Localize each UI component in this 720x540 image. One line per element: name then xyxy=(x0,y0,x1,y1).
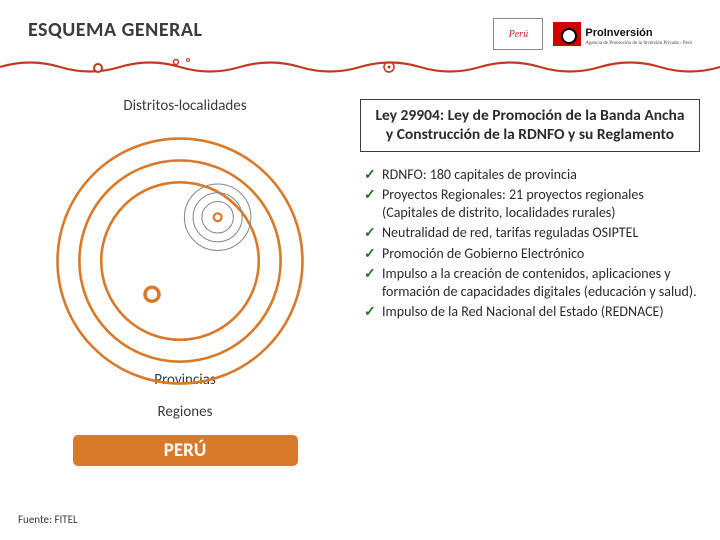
proinversion-logo-sublabel: Agencia de Promoción de la Inversión Pri… xyxy=(585,41,692,46)
logo-group: Perú ProInversión Agencia de Promoción d… xyxy=(493,18,692,50)
concentric-rings-diagram xyxy=(20,121,340,401)
main-content: Distritos-localidades Provincias Regione… xyxy=(0,81,720,466)
proinversion-logo-icon xyxy=(553,22,581,46)
rings-svg-icon xyxy=(20,121,340,401)
header: ESQUEMA GENERAL Perú ProInversión Agenci… xyxy=(0,0,720,58)
list-item: Neutralidad de red, tarifas reguladas OS… xyxy=(360,224,700,242)
proinversion-logo-label: ProInversión xyxy=(585,27,652,39)
page-title: ESQUEMA GENERAL xyxy=(28,18,202,42)
text-column: Ley 29904: Ley de Promoción de la Banda … xyxy=(350,81,700,466)
list-item: Promoción de Gobierno Electrónico xyxy=(360,245,700,263)
list-item: Impulso a la creación de contenidos, apl… xyxy=(360,265,700,301)
proinversion-logo-text: ProInversión Agencia de Promoción de la … xyxy=(585,23,692,46)
list-item: RDNFO: 180 capitales de provincia xyxy=(360,166,700,184)
proinversion-logo: ProInversión Agencia de Promoción de la … xyxy=(553,22,692,46)
diagram-column: Distritos-localidades Provincias Regione… xyxy=(20,81,350,466)
label-distritos: Distritos-localidades xyxy=(20,97,350,115)
list-item: Impulso de la Red Nacional del Estado (R… xyxy=(360,303,700,321)
law-bullet-list: RDNFO: 180 capitales de provincia Proyec… xyxy=(360,166,700,322)
law-title: Ley 29904: Ley de Promoción de la Banda … xyxy=(371,106,689,145)
label-regiones: Regiones xyxy=(20,403,350,421)
peru-logo-icon: Perú xyxy=(493,18,543,50)
source-footer: Fuente: FITEL xyxy=(18,513,78,526)
wave-divider-icon xyxy=(0,58,720,76)
list-item: Proyectos Regionales: 21 proyectos regio… xyxy=(360,186,700,222)
peru-badge: PERÚ xyxy=(73,435,298,466)
law-title-box: Ley 29904: Ley de Promoción de la Banda … xyxy=(360,99,700,152)
